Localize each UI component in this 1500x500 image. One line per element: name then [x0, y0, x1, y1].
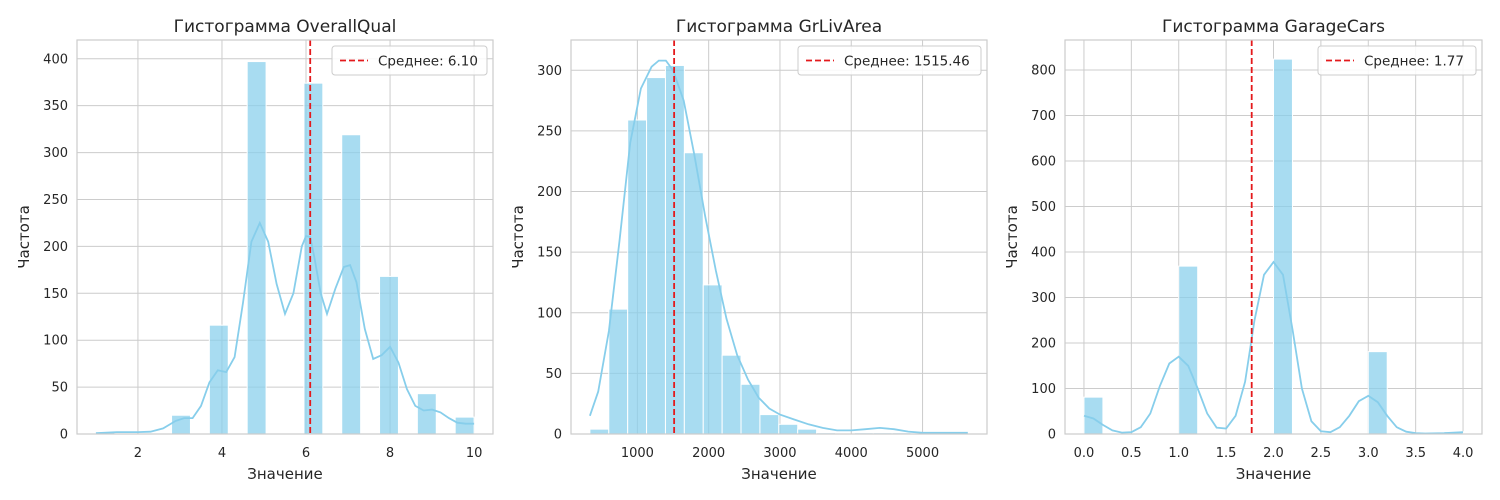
histogram-bar — [759, 414, 780, 435]
y-tick-label: 150 — [43, 287, 68, 302]
x-tick-label: 0.5 — [1121, 446, 1142, 461]
y-tick-label: 0 — [60, 428, 68, 443]
x-tick-label: 5000 — [906, 446, 939, 461]
histogram-bar — [627, 119, 648, 435]
axes-frame — [1064, 39, 1483, 435]
y-tick-label: 500 — [1031, 200, 1056, 215]
axes-frame — [76, 39, 494, 435]
histogram-bar — [1273, 58, 1293, 435]
kde-curve — [589, 59, 968, 434]
histogram-bar — [589, 428, 610, 435]
x-tick-label: 10 — [466, 446, 483, 461]
x-tick-label: 2000 — [692, 446, 725, 461]
y-axis-label: Частота — [15, 205, 33, 269]
x-tick-label: 8 — [386, 446, 394, 461]
x-tick-label: 6 — [302, 446, 310, 461]
y-tick-label: 100 — [537, 306, 562, 321]
x-tick-label: 3.5 — [1405, 446, 1426, 461]
x-tick-label: 4000 — [835, 446, 868, 461]
y-tick-label: 0 — [1048, 428, 1056, 443]
axes-frame — [570, 39, 988, 435]
legend-box — [1317, 45, 1477, 76]
chart-title: Гистограмма GrLivArea — [676, 17, 882, 37]
histogram-bar — [778, 423, 799, 435]
histogram-bar — [608, 308, 629, 435]
x-tick-label: 1.0 — [1168, 446, 1189, 461]
y-axis-label: Частота — [1003, 205, 1021, 269]
histogram-bar — [416, 393, 437, 435]
x-axis-label: Значение — [741, 465, 817, 483]
y-tick-label: 300 — [1031, 291, 1056, 306]
x-tick-label: 1.5 — [1216, 446, 1237, 461]
y-tick-label: 0 — [554, 428, 562, 443]
histogram-bars — [95, 61, 475, 435]
y-tick-label: 100 — [43, 334, 68, 349]
x-tick-label: 1000 — [621, 446, 654, 461]
y-tick-label: 50 — [51, 381, 68, 396]
y-tick-label: 600 — [1031, 155, 1056, 170]
legend-entry: Среднее: 1.77 — [1364, 54, 1464, 70]
y-tick-label: 300 — [537, 64, 562, 79]
histogram-bar — [1178, 265, 1199, 435]
chart-title: Гистограмма GarageCars — [1162, 17, 1385, 37]
histogram-bar — [1083, 396, 1104, 435]
histogram-bar — [683, 152, 704, 435]
y-tick-label: 400 — [1031, 246, 1056, 261]
histogram-bar — [740, 383, 761, 435]
y-tick-label: 200 — [537, 185, 562, 200]
x-tick-label: 3000 — [763, 446, 796, 461]
y-tick-label: 150 — [537, 246, 562, 261]
legend-entry: Среднее: 1515.46 — [844, 54, 970, 70]
kde-curve — [1083, 260, 1464, 435]
histogram-bar — [341, 134, 362, 435]
y-tick-label: 350 — [43, 99, 68, 114]
x-tick-label: 2.5 — [1311, 446, 1332, 461]
chart-panel-3: 0.0 0.5 1.0 1.5 2.0 2.5 3.0 3.5 4.0 0 100 200 300 400… — [1003, 17, 1483, 483]
histogram-bar — [797, 428, 818, 435]
chart-panel-2: 1000 2000 3000 4000 5000 0 50 100 150 200 250 300 Ги… — [509, 17, 988, 483]
x-tick-label: 2 — [134, 446, 142, 461]
legend: Среднее: 6.10 — [331, 45, 488, 76]
y-tick-label: 400 — [43, 52, 68, 67]
x-axis-label: Значение — [1236, 465, 1312, 483]
y-tick-label: 700 — [1031, 109, 1056, 124]
x-tick-label: 3.0 — [1358, 446, 1379, 461]
histogram-bar — [1367, 351, 1388, 435]
y-tick-label: 250 — [537, 124, 562, 139]
y-axis-label: Частота — [509, 205, 527, 269]
x-tick-label: 4 — [218, 446, 226, 461]
y-tick-label: 250 — [43, 193, 68, 208]
chart-title: Гистограмма OverallQual — [174, 17, 397, 37]
kde-curve — [95, 220, 475, 434]
legend-box — [331, 45, 488, 76]
legend: Среднее: 1.77 — [1317, 45, 1477, 76]
x-tick-label: 4.0 — [1453, 446, 1474, 461]
chart-panel-1: 2 4 6 8 10050100150200250300350400Гистограмм… — [15, 17, 494, 483]
y-tick-label: 300 — [43, 146, 68, 161]
histogram-bar — [454, 416, 475, 435]
y-tick-label: 50 — [545, 367, 562, 382]
x-axis-label: Значение — [247, 465, 323, 483]
histogram-bar — [646, 77, 666, 435]
x-tick-label: 0.0 — [1074, 446, 1095, 461]
y-tick-label: 200 — [1031, 337, 1056, 352]
y-tick-label: 800 — [1031, 64, 1056, 79]
histogram-bars — [589, 64, 969, 435]
legend-box — [797, 45, 982, 76]
histogram-bar — [721, 354, 742, 435]
grid — [77, 40, 493, 435]
y-tick-label: 100 — [1031, 382, 1056, 397]
y-tick-label: 200 — [43, 240, 68, 255]
histogram-bar — [303, 82, 324, 435]
legend-entry: Среднее: 6.10 — [378, 54, 478, 70]
legend: Среднее: 1515.46 — [797, 45, 982, 76]
histogram-bar — [702, 284, 723, 435]
x-tick-label: 2.0 — [1263, 446, 1284, 461]
